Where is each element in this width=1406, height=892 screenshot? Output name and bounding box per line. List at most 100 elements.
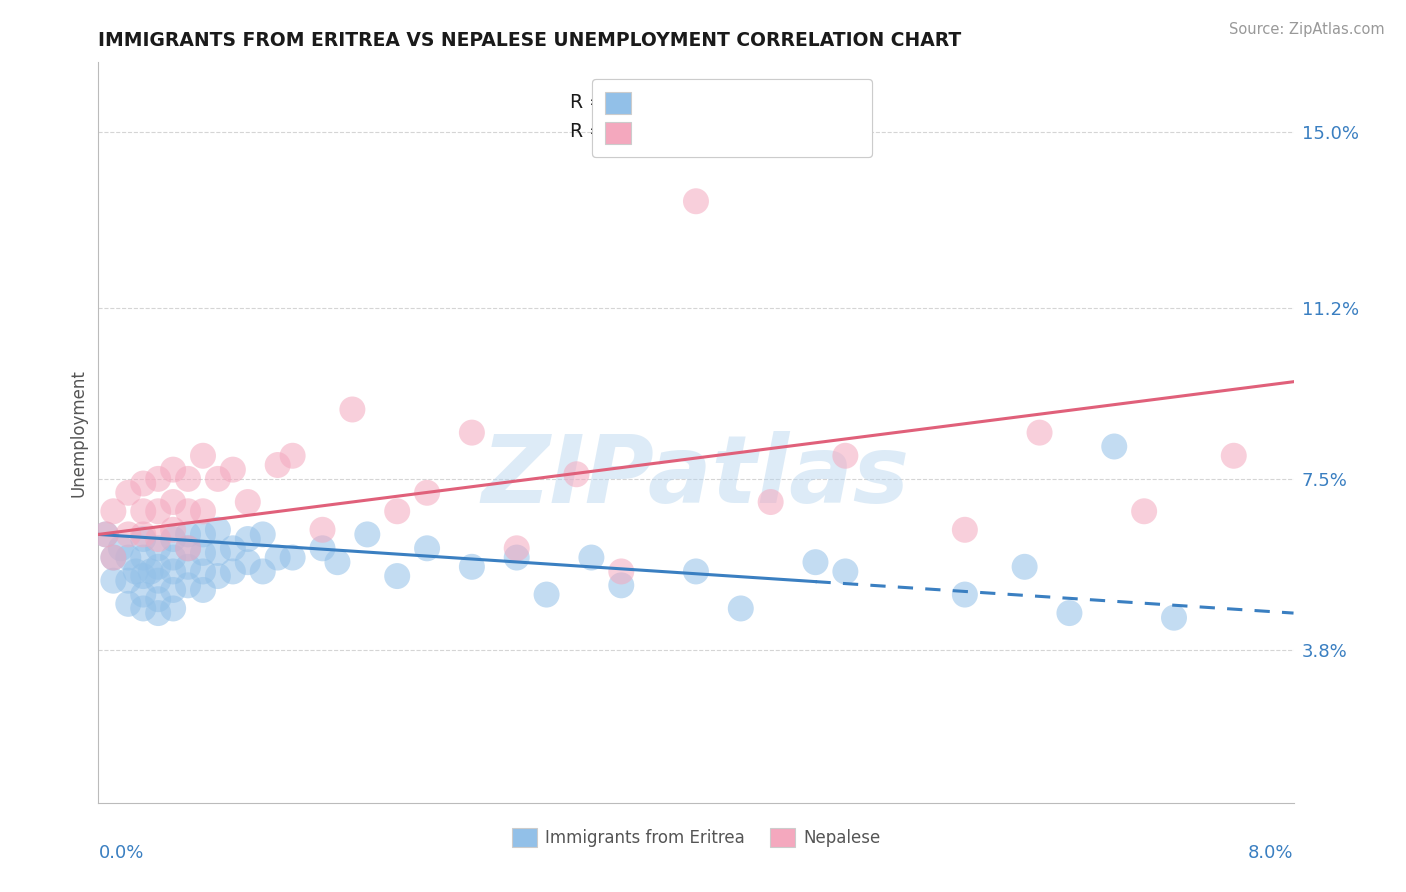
Point [103,504,125,518]
Point [536,588,558,602]
Text: Source: ZipAtlas.com: Source: ZipAtlas.com [1229,22,1385,37]
Point [804,555,827,569]
Point [132,569,155,583]
Point [117,485,139,500]
Point [416,485,439,500]
Text: 62: 62 [727,94,754,112]
Point [252,565,274,579]
Point [311,523,333,537]
Point [148,606,170,620]
Point [162,565,184,579]
Point [311,541,333,556]
Point [1059,606,1081,620]
Point [139,565,162,579]
Point [148,472,170,486]
Point [177,527,200,541]
Point [385,569,409,583]
Text: 39: 39 [727,122,754,141]
Point [117,597,139,611]
Point [236,532,259,546]
Text: IMMIGRANTS FROM ERITREA VS NEPALESE UNEMPLOYMENT CORRELATION CHART: IMMIGRANTS FROM ERITREA VS NEPALESE UNEM… [98,30,962,50]
Point [148,592,170,607]
Point [191,449,214,463]
Point [148,532,170,546]
Point [191,582,214,597]
Point [759,495,782,509]
Point [177,541,200,556]
Point [1163,611,1185,625]
Text: R =: R = [571,122,612,141]
Point [1104,440,1126,454]
Point [132,532,155,546]
Point [177,559,200,574]
Point [125,565,148,579]
Point [252,527,274,541]
Point [1028,425,1050,440]
Point [356,527,378,541]
Point [177,541,200,556]
Legend: Immigrants from Eritrea, Nepalese: Immigrants from Eritrea, Nepalese [505,822,887,854]
Point [162,601,184,615]
Point [191,546,214,560]
Point [326,555,349,569]
Text: 0.366: 0.366 [603,122,662,141]
Point [117,574,139,588]
Point [132,550,155,565]
Point [834,565,856,579]
Point [1014,559,1036,574]
Point [207,546,229,560]
Point [191,565,214,579]
Point [236,495,259,509]
Point [281,449,304,463]
Point [177,472,200,486]
Text: 0.0%: 0.0% [98,844,143,862]
Point [565,467,588,482]
Point [148,504,170,518]
Point [191,527,214,541]
Point [148,574,170,588]
Text: ZIPatlas: ZIPatlas [482,431,910,523]
Point [132,588,155,602]
Point [506,541,529,556]
Point [148,559,170,574]
Point [132,527,155,541]
Point [222,541,245,556]
Point [281,550,304,565]
Point [207,523,229,537]
Point [162,532,184,546]
Point [461,559,484,574]
Point [117,527,139,541]
Point [267,550,290,565]
Text: N =: N = [681,122,734,141]
Text: 8.0%: 8.0% [1249,844,1294,862]
Point [730,601,752,615]
Text: R =: R = [571,94,612,112]
Point [94,527,117,541]
Point [506,550,529,565]
Point [148,541,170,556]
Point [834,449,856,463]
Point [191,504,214,518]
Point [103,550,125,565]
Point [1223,449,1246,463]
Point [222,565,245,579]
Point [416,541,439,556]
Y-axis label: Unemployment: Unemployment [69,368,87,497]
Point [162,550,184,565]
Point [110,541,132,556]
Point [385,504,409,518]
Point [342,402,364,417]
Point [610,565,633,579]
Point [1133,504,1156,518]
Point [953,588,976,602]
Point [103,574,125,588]
Point [162,523,184,537]
Point [177,504,200,518]
Point [132,476,155,491]
Text: -0.161: -0.161 [603,94,669,112]
Point [685,194,707,209]
Point [581,550,603,565]
Point [162,495,184,509]
Point [461,425,484,440]
Point [267,458,290,472]
